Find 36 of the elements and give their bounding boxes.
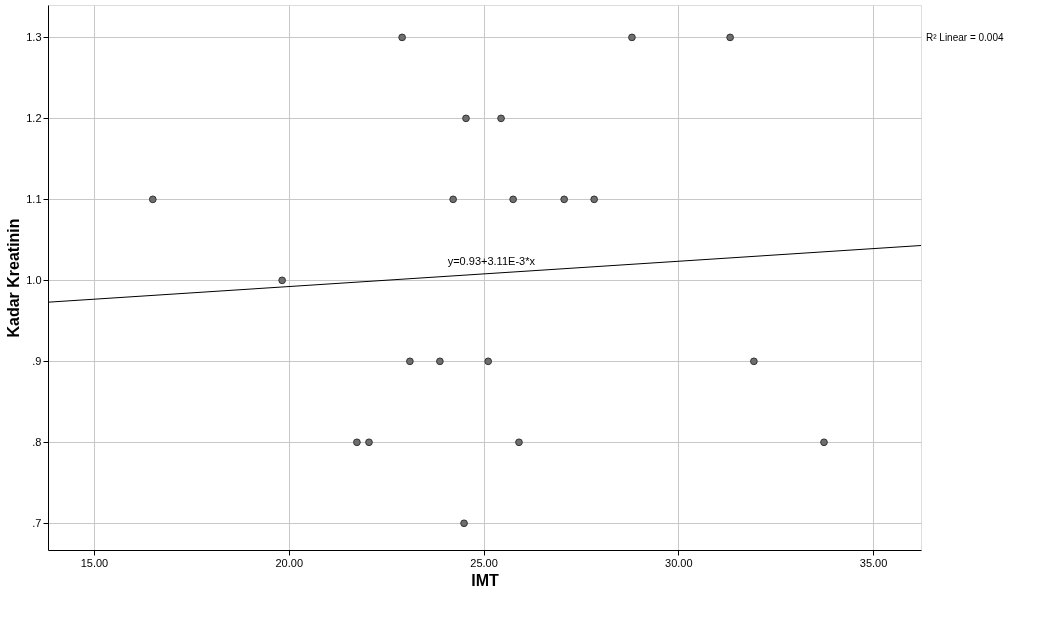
point	[449, 195, 457, 204]
point	[590, 195, 599, 204]
y-tick-label: .8	[32, 435, 42, 448]
point	[628, 33, 636, 42]
x-tick-label: 15.00	[80, 556, 109, 569]
y-tick-label: 1.2	[26, 111, 42, 124]
y-tick-label: .7	[32, 516, 42, 529]
point	[750, 357, 758, 366]
point	[353, 438, 361, 447]
point	[148, 195, 157, 204]
point	[278, 276, 286, 285]
y-tick-label: 1.1	[26, 192, 42, 205]
y-tick-label: 1.0	[26, 273, 42, 286]
x-tick-label: 35.00	[859, 556, 888, 569]
y-tick-label: 1.3	[26, 30, 42, 43]
y-axis-title: Kadar Kreatinin	[5, 218, 23, 338]
x-tick-label: 30.00	[665, 556, 693, 569]
y-tick-label: .9	[32, 354, 42, 367]
point	[460, 519, 468, 528]
x-tick-label: 25.00	[470, 556, 498, 569]
x-tick-label: 20.00	[275, 556, 304, 569]
point	[365, 438, 373, 447]
annotation: y=0.93+3.11E-3*x	[447, 255, 536, 268]
point	[398, 33, 406, 42]
point	[560, 195, 569, 204]
point	[515, 438, 523, 447]
text: R² Linear = 0.004	[926, 32, 1004, 43]
point	[484, 357, 493, 366]
point	[497, 114, 505, 123]
point	[462, 114, 470, 123]
point	[406, 357, 414, 366]
point	[820, 438, 828, 447]
point	[436, 357, 444, 366]
x-axis-title: IMT	[471, 571, 499, 589]
point	[509, 195, 517, 204]
point	[726, 33, 734, 42]
